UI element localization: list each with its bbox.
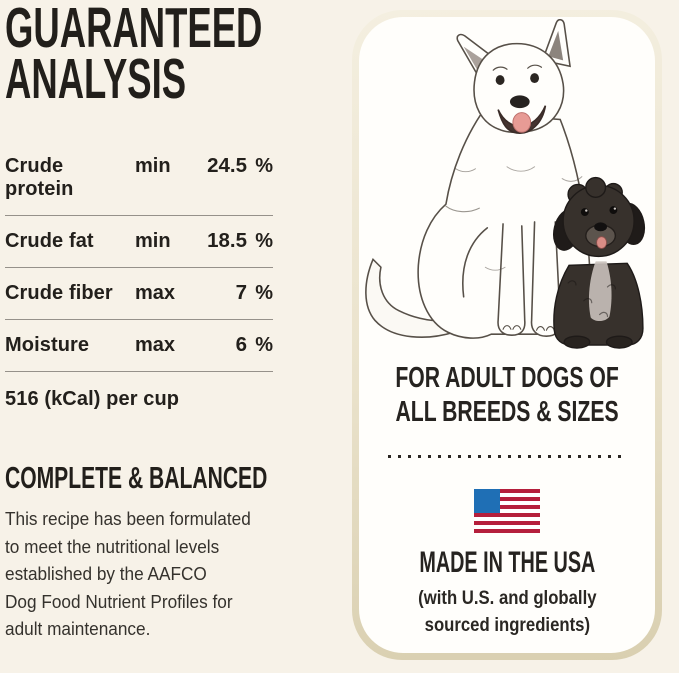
table-row: Crude protein min 24.5 %: [5, 141, 273, 216]
paragraph-line: Dog Food Nutrient Profiles for: [5, 590, 233, 612]
row-label: Moisture: [5, 334, 90, 356]
row-value: 6: [235, 333, 247, 356]
guaranteed-analysis-section: GUARANTEED ANALYSIS Crude protein min 24…: [5, 0, 273, 643]
card-headline-line2: ALL BREEDS & SIZES: [395, 396, 619, 428]
row-qualifier: min: [135, 155, 171, 177]
row-unit: %: [255, 282, 273, 304]
sourced-ingredients-note: (with U.S. and globally sourced ingredie…: [418, 585, 596, 639]
row-value: 18.5: [207, 229, 247, 252]
row-unit: %: [255, 155, 273, 177]
paragraph-line: adult maintenance.: [5, 618, 151, 639]
row-qualifier: max: [135, 282, 176, 304]
row-label: Crude protein: [5, 155, 74, 200]
row-value: 7: [235, 281, 247, 304]
table-row: Crude fat min 18.5 %: [5, 216, 273, 268]
row-value: 24.5: [207, 154, 247, 177]
table-row: Crude fiber max 7 %: [5, 268, 273, 320]
aafco-paragraph: This recipe has been formulated to meet …: [5, 505, 254, 643]
paragraph-line: to meet the nutritional levels: [5, 535, 220, 557]
row-qualifier: min: [135, 230, 171, 252]
row-unit: %: [255, 230, 273, 252]
page-title-line2: ANALYSIS: [5, 47, 187, 111]
product-card: FOR ADULT DOGS OF ALL BREEDS & SIZES MAD…: [352, 10, 662, 660]
calories-note: 516 (kCal) per cup: [5, 388, 180, 410]
product-card-inner: FOR ADULT DOGS OF ALL BREEDS & SIZES MAD…: [359, 17, 655, 653]
card-headline-line1: FOR ADULT DOGS OF: [395, 362, 619, 394]
paragraph-line: This recipe has been formulated: [5, 508, 251, 529]
analysis-table: Crude protein min 24.5 % Crude fat min 1…: [5, 141, 273, 372]
paragraph-line: established by the AAFCO: [5, 563, 207, 584]
usa-flag-icon: [474, 489, 540, 533]
table-row: Moisture max 6 %: [5, 320, 273, 372]
row-qualifier: max: [135, 334, 176, 356]
complete-balanced-heading: COMPLETE & BALANCED: [5, 460, 268, 495]
dotted-divider: [388, 455, 626, 458]
made-in-usa-heading: MADE IN THE USA: [418, 546, 596, 579]
sourced-note-line2: sourced ingredients): [424, 615, 590, 636]
row-label: Crude fat: [5, 230, 94, 252]
page-title-line1: GUARANTEED: [5, 0, 263, 60]
sourced-note-line1: (with U.S. and globally: [417, 588, 597, 609]
flag-canton: [474, 489, 500, 513]
card-headline: FOR ADULT DOGS OF ALL BREEDS & SIZES: [359, 361, 655, 429]
row-label: Crude fiber: [5, 282, 113, 304]
page-title: GUARANTEED ANALYSIS: [5, 0, 273, 111]
dogs-illustration: [365, 19, 646, 349]
row-unit: %: [255, 334, 273, 356]
